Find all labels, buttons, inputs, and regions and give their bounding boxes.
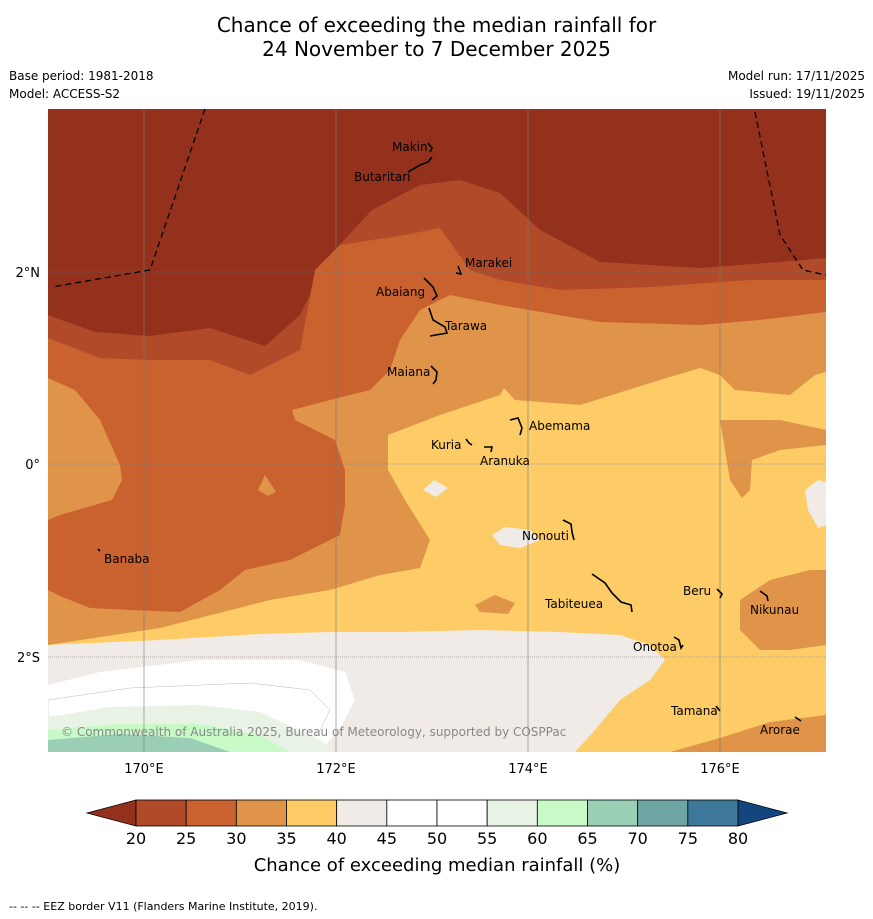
contour-line-50 — [48, 682, 331, 752]
colorbar-segment — [436, 799, 488, 827]
colorbar-tick-label: 60 — [527, 829, 547, 848]
contour-patch-25-30 — [155, 388, 228, 407]
lon-label-174: 174°E — [508, 762, 548, 777]
colorbar-segment — [286, 799, 338, 827]
colorbar: 20 25 30 35 40 45 50 55 60 65 70 75 80 Chance of exc… — [85, 799, 789, 876]
lon-label-172: 172°E — [316, 762, 356, 777]
longitude-labels: 170°E 172°E 174°E 176°E — [124, 762, 740, 777]
place-label-abaiang: Abaiang — [376, 285, 425, 299]
eez-border — [51, 109, 826, 288]
place-label-nonouti: Nonouti — [522, 529, 569, 543]
place-label-onotoa: Onotoa — [633, 640, 677, 654]
contour-patch-nikunau — [740, 570, 826, 650]
island-outlines — [97, 142, 802, 722]
colorbar-segment — [587, 799, 639, 827]
latitude-labels: 2°N 0° 2°S — [16, 266, 41, 666]
place-label-tabiteuea: Tabiteuea — [544, 597, 603, 611]
colorbar-tick-label: 40 — [326, 829, 346, 848]
colorbar-segment — [135, 799, 187, 827]
colorbar-segment — [235, 799, 287, 827]
lat-label-2n: 2°N — [16, 266, 41, 281]
colorbar-tick-label: 20 — [126, 829, 146, 848]
model-label: Model: ACCESS-S2 — [9, 87, 121, 101]
model-run-label: Model run: 17/11/2025 — [727, 69, 865, 83]
place-label-beru: Beru — [683, 584, 711, 598]
colorbar-tick-label: 30 — [226, 829, 246, 848]
contour-patch-grey1 — [423, 480, 448, 497]
contour-patch-30-35 — [258, 475, 276, 496]
colorbar-tick-label: 25 — [176, 829, 196, 848]
place-label-maiana: Maiana — [387, 365, 430, 379]
lon-label-170: 170°E — [124, 762, 164, 777]
map-title-line2: 24 November to 7 December 2025 — [262, 37, 611, 61]
contour-patch-east — [720, 420, 826, 498]
colorbar-tick-label: 35 — [276, 829, 296, 848]
place-label-abemama: Abemama — [529, 419, 590, 433]
colorbar-segment — [637, 799, 689, 827]
colorbar-over-arrow — [737, 799, 789, 827]
contour-patch-tabiteuea — [475, 595, 515, 614]
place-label-nikunau: Nikunau — [750, 603, 799, 617]
lat-label-0: 0° — [25, 458, 40, 473]
place-label-aranuka: Aranuka — [480, 454, 530, 468]
colorbar-tick-label: 70 — [627, 829, 647, 848]
place-label-kuria: Kuria — [431, 438, 462, 452]
place-label-arorae: Arorae — [760, 723, 800, 737]
colorbar-tick-label: 75 — [678, 829, 698, 848]
colorbar-tick-label: 55 — [477, 829, 497, 848]
colorbar-tick-label: 80 — [728, 829, 748, 848]
colorbar-tick-label: 50 — [427, 829, 447, 848]
issued-label: Issued: 19/11/2025 — [749, 87, 865, 101]
place-label-banaba: Banaba — [104, 552, 150, 566]
colorbar-segment — [486, 799, 538, 827]
contour-60-65 — [48, 734, 230, 752]
probability-contours: Makin Butaritari Marakei Abaiang Tarawa … — [48, 109, 826, 752]
colorbar-segment — [386, 799, 438, 827]
place-labels: Makin Butaritari Marakei Abaiang Tarawa … — [104, 140, 800, 737]
colorbar-segment — [185, 799, 237, 827]
base-period-label: Base period: 1981-2018 — [9, 69, 154, 83]
lat-label-2s: 2°S — [17, 651, 40, 666]
eez-footnote: -- -- -- EEZ border V11 (Flanders Marine… — [9, 900, 318, 913]
colorbar-label: Chance of exceeding median rainfall (%) — [254, 855, 621, 876]
place-label-makin: Makin — [392, 140, 428, 154]
colorbar-tick-label: 45 — [377, 829, 397, 848]
place-label-marakei: Marakei — [465, 256, 512, 270]
graticule — [48, 109, 826, 752]
colorbar-under-arrow — [85, 799, 137, 827]
map-title-line1: Chance of exceeding the median rainfall … — [216, 13, 657, 37]
copyright-notice: © Commonwealth of Australia 2025, Bureau… — [61, 725, 566, 739]
place-label-tarawa: Tarawa — [444, 319, 487, 333]
contour-patch-arorae — [670, 715, 826, 752]
colorbar-segment — [536, 799, 588, 827]
contour-patch-grey3 — [805, 480, 826, 528]
place-label-tamana: Tamana — [670, 704, 718, 718]
colorbar-segment — [336, 799, 388, 827]
colorbar-segment — [687, 799, 739, 827]
colorbar-tick-label: 65 — [577, 829, 597, 848]
lon-label-176: 176°E — [700, 762, 740, 777]
place-label-butaritari: Butaritari — [354, 170, 411, 184]
